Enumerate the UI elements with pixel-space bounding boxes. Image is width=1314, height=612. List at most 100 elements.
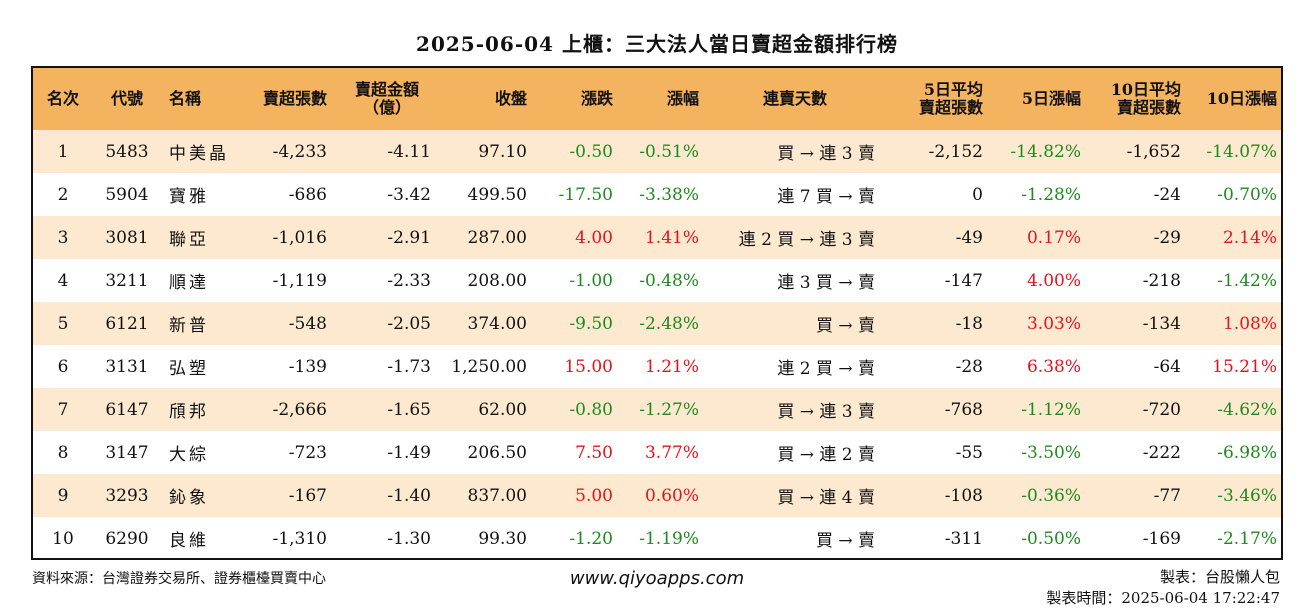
cell-avg5: -49: [955, 227, 983, 248]
cell-pct10: 15.21%: [1212, 356, 1277, 377]
cell-rank: 4: [57, 270, 69, 291]
table-row: 4 3211 順達 -1,119 -2.33 208.00 -1.00 -0.48% 連 3 買…: [33, 259, 1281, 302]
cell-name: 頎邦: [169, 402, 209, 422]
cell-sell-amount: -1.73: [387, 356, 431, 377]
cell-pct5: -14.82%: [1010, 141, 1081, 162]
cell-pct5: 6.38%: [1026, 356, 1081, 377]
cell-close: 97.10: [478, 141, 527, 162]
cell-name: 寶雅: [169, 187, 209, 207]
cell-avg5: -2,152: [928, 141, 983, 162]
cell-sell-shares: -1,016: [272, 227, 327, 248]
cell-name: 弘塑: [169, 359, 209, 379]
cell-close: 206.50: [467, 442, 527, 463]
cell-change-pct: 3.77%: [644, 442, 699, 463]
cell-avg10: -77: [1153, 485, 1181, 506]
cell-sell-amount: -2.33: [387, 270, 431, 291]
cell-change-pct: -1.19%: [639, 528, 699, 549]
table-row: 3 3081 聯亞 -1,016 -2.91 287.00 4.00 1.41% 連 2 買 →…: [33, 216, 1281, 259]
cell-avg10: -29: [1153, 227, 1181, 248]
cell-change: 4.00: [575, 227, 613, 248]
cell-sell-shares: -2,666: [272, 399, 327, 420]
table-row: 9 3293 鈊象 -167 -1.40 837.00 5.00 0.60% 買 → 連 4 賣…: [33, 474, 1281, 517]
ranking-table: 名次 代號 名稱 賣超張數 賣超金額 （億） 收盤 漲跌 漲幅 連賣天數 5日平…: [31, 66, 1283, 560]
col-header-avg10-line2: 賣超張數: [1116, 98, 1181, 117]
cell-rank: 9: [57, 485, 69, 506]
table-row: 10 6290 良維 -1,310 -1.30 99.30 -1.20 -1.19% 買 → 賣…: [33, 517, 1281, 558]
cell-pct10: 2.14%: [1222, 227, 1277, 248]
cell-sell-amount: -1.30: [387, 528, 431, 549]
table-row: 6 3131 弘塑 -139 -1.73 1,250.00 15.00 1.21% 連 2 買 …: [33, 345, 1281, 388]
cell-change: -1.00: [569, 270, 613, 291]
cell-name: 順達: [169, 273, 209, 293]
cell-name: 良維: [169, 531, 209, 551]
cell-close: 208.00: [467, 270, 527, 291]
cell-avg5: -55: [955, 442, 983, 463]
cell-sell-shares: -1,119: [272, 270, 327, 291]
cell-pct5: 0.17%: [1026, 227, 1081, 248]
cell-name: 中美晶: [169, 144, 229, 164]
cell-sell-amount: -1.49: [387, 442, 431, 463]
cell-code: 5904: [105, 184, 149, 205]
cell-change-pct: -1.27%: [639, 399, 699, 420]
cell-avg5: -18: [955, 313, 983, 334]
cell-change: -9.50: [569, 313, 613, 334]
cell-pct5: -0.36%: [1021, 485, 1081, 506]
cell-rank: 3: [57, 227, 69, 248]
maker-label: 製表：台股懶人包: [1159, 568, 1280, 586]
cell-code: 3211: [105, 270, 149, 291]
col-header-pct5: 5日漲幅: [1021, 89, 1081, 108]
cell-pct10: -4.62%: [1217, 399, 1277, 420]
cell-sell-amount: -2.91: [387, 227, 431, 248]
cell-sell-amount: -3.42: [387, 184, 431, 205]
col-header-code: 代號: [110, 89, 143, 108]
cell-avg5: -108: [944, 485, 983, 506]
cell-consec: 買 → 賣: [815, 316, 875, 336]
cell-sell-amount: -2.05: [387, 313, 431, 334]
cell-sell-amount: -4.11: [387, 141, 431, 162]
col-header-sell-amount: 賣超金額 （億）: [335, 68, 439, 130]
cell-sell-shares: -548: [288, 313, 327, 334]
cell-change-pct: -3.38%: [639, 184, 699, 205]
cell-pct10: -2.17%: [1217, 528, 1277, 549]
cell-avg5: -311: [944, 528, 983, 549]
cell-change-pct: -2.48%: [639, 313, 699, 334]
cell-consec: 連 2 買 → 連 3 賣: [738, 230, 875, 250]
col-header-close: 收盤: [494, 89, 527, 108]
cell-close: 499.50: [467, 184, 527, 205]
cell-consec: 買 → 連 2 賣: [777, 445, 875, 465]
cell-change-pct: -0.51%: [639, 141, 699, 162]
cell-pct5: -1.12%: [1021, 399, 1081, 420]
cell-name: 聯亞: [169, 230, 209, 250]
table-row: 2 5904 寶雅 -686 -3.42 499.50 -17.50 -3.38% 連 7 買 …: [33, 173, 1281, 216]
cell-rank: 1: [57, 141, 69, 162]
table-row: 7 6147 頎邦 -2,666 -1.65 62.00 -0.80 -1.27% 買 → 連 …: [33, 388, 1281, 431]
cell-avg5: -768: [944, 399, 983, 420]
cell-sell-shares: -4,233: [272, 141, 327, 162]
cell-change: 7.50: [575, 442, 613, 463]
col-header-rank: 名次: [46, 89, 79, 108]
cell-sell-amount: -1.40: [387, 485, 431, 506]
cell-change: -1.20: [569, 528, 613, 549]
cell-pct10: -14.07%: [1206, 141, 1277, 162]
cell-consec: 連 2 買 → 賣: [777, 359, 875, 379]
site-link[interactable]: www.qiyoapps.com: [569, 568, 745, 589]
cell-avg10: -218: [1142, 270, 1181, 291]
cell-rank: 10: [52, 528, 74, 549]
col-header-avg10: 10日平均 賣超張數: [1089, 68, 1189, 130]
col-header-sell-amount-line1: 賣超金額: [354, 80, 419, 99]
cell-pct10: -3.46%: [1217, 485, 1277, 506]
col-header-avg5: 5日平均 賣超張數: [883, 68, 991, 130]
cell-pct5: -0.50%: [1021, 528, 1081, 549]
table-row: 1 5483 中美晶 -4,233 -4.11 97.10 -0.50 -0.51% 買 → 連…: [33, 130, 1281, 173]
cell-sell-amount: -1.65: [387, 399, 431, 420]
col-header-avg5-line1: 5日平均: [923, 80, 983, 99]
cell-rank: 2: [57, 184, 69, 205]
table-body: 1 5483 中美晶 -4,233 -4.11 97.10 -0.50 -0.51% 買 → 連…: [33, 130, 1281, 558]
cell-avg10: -1,652: [1126, 141, 1181, 162]
cell-close: 837.00: [467, 485, 527, 506]
cell-sell-shares: -723: [288, 442, 327, 463]
cell-code: 3131: [105, 356, 149, 377]
cell-change-pct: 0.60%: [644, 485, 699, 506]
cell-rank: 5: [57, 313, 69, 334]
col-header-change: 漲跌: [580, 89, 613, 108]
